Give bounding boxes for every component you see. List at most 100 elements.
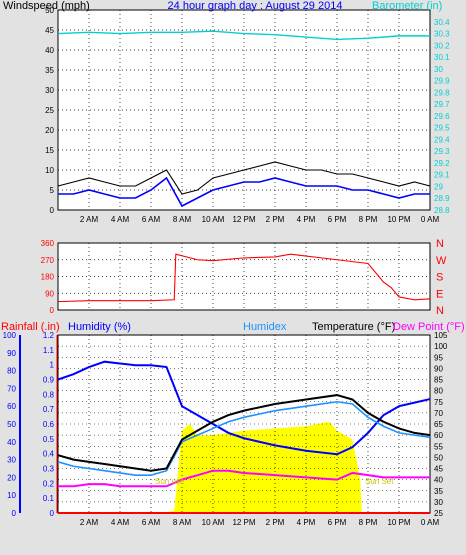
rainfall-tick-label: 0.4 xyxy=(43,450,55,459)
legend-humidex: Humidex xyxy=(243,321,287,333)
temp-x-tick-label: 10 AM xyxy=(202,518,225,527)
direction-tick-label: 0 xyxy=(50,306,55,315)
wind-x-tick-label: 12 PM xyxy=(232,215,255,224)
wind-x-tick-label: 10 PM xyxy=(387,215,410,224)
compass-label: W xyxy=(436,255,447,267)
solar-fill xyxy=(158,421,362,513)
windspeed-tick-label: 0 xyxy=(50,206,55,215)
barometer-tick-label: 29.1 xyxy=(434,171,450,180)
humidity-tick-label: 30 xyxy=(7,456,16,465)
temperature-tick-label: 25 xyxy=(434,509,443,518)
temperature-tick-label: 70 xyxy=(434,409,443,418)
temp-series xyxy=(57,360,431,514)
rainfall-tick-label: 0.7 xyxy=(43,405,55,414)
temp-x-tick-label: 4 PM xyxy=(297,518,316,527)
windspeed-tick-label: 5 xyxy=(50,186,55,195)
sunrise-label: Sun rise xyxy=(155,477,185,486)
compass-label: E xyxy=(436,288,443,300)
barometer-tick-label: 29.9 xyxy=(434,77,450,86)
sunset-label: Sun Set xyxy=(365,477,394,486)
wind-series xyxy=(57,30,431,208)
temperature-tick-label: 80 xyxy=(434,387,443,396)
temp-x-axis: 2 AM 4 AM 6 AM 8 AM 10 AM 12 PM 2 PM 4 PM 6 PM 8 … xyxy=(80,518,440,527)
windspeed-tick-label: 50 xyxy=(45,6,54,15)
wind-gust-line xyxy=(57,161,431,195)
rainfall-tick-label: 1.2 xyxy=(43,331,55,340)
barometer-tick-label: 28.8 xyxy=(434,206,450,215)
humidity-line xyxy=(57,360,431,456)
temp-x-tick-label: 6 PM xyxy=(328,518,347,527)
temperature-tick-label: 65 xyxy=(434,420,443,429)
direction-axis: 0 90 180 270 360 xyxy=(41,239,55,315)
barometer-tick-label: 29.7 xyxy=(434,100,450,109)
wind-x-tick-label: 8 PM xyxy=(359,215,378,224)
wind-x-tick-label: 6 AM xyxy=(142,215,161,224)
windspeed-tick-label: 30 xyxy=(45,86,54,95)
temperature-line xyxy=(57,394,431,472)
temp-x-tick-label: 0 AM xyxy=(421,518,440,527)
wind-x-tick-label: 4 AM xyxy=(111,215,130,224)
barometer-tick-label: 29.8 xyxy=(434,88,450,97)
wind-x-tick-label: 0 AM xyxy=(421,215,440,224)
temperature-tick-label: 60 xyxy=(434,431,443,440)
barometer-tick-label: 29.5 xyxy=(434,124,450,133)
compass-label: S xyxy=(436,272,443,284)
humidity-tick-label: 10 xyxy=(7,491,16,500)
rainfall-tick-label: 0.2 xyxy=(43,479,55,488)
barometer-tick-label: 30.2 xyxy=(434,41,450,50)
barometer-axis-right: 28.8 28.9 29 29.1 29.2 29.3 29.4 29.5 29.6 29.7 29… xyxy=(434,18,450,215)
temperature-tick-label: 30 xyxy=(434,498,443,507)
wind-axis-left: 0 5 10 15 20 25 30 35 40 45 50 xyxy=(45,6,54,215)
barometer-tick-label: 29.2 xyxy=(434,159,450,168)
humidity-tick-label: 40 xyxy=(7,438,16,447)
wind-x-tick-label: 10 AM xyxy=(202,215,225,224)
legend-temperature: Temperature (°F) xyxy=(312,321,395,333)
barometer-tick-label: 30.3 xyxy=(434,30,450,39)
temperature-tick-label: 40 xyxy=(434,476,443,485)
compass-label: N xyxy=(436,305,444,317)
direction-tick-label: 90 xyxy=(45,289,54,298)
temp-x-tick-label: 12 PM xyxy=(232,518,255,527)
temp-x-tick-label: 8 AM xyxy=(173,518,192,527)
barometer-tick-label: 30 xyxy=(434,65,443,74)
temperature-tick-label: 105 xyxy=(434,331,448,340)
rainfall-tick-label: 1.1 xyxy=(43,346,55,355)
wind-x-tick-label: 4 PM xyxy=(297,215,316,224)
barometer-tick-label: 29 xyxy=(434,182,443,191)
wind-x-tick-label: 2 AM xyxy=(80,215,99,224)
temp-x-tick-label: 4 AM xyxy=(111,518,130,527)
temperature-tick-label: 50 xyxy=(434,453,443,462)
barometer-tick-label: 28.9 xyxy=(434,194,450,203)
barometer-line xyxy=(57,30,430,41)
rainfall-tick-label: 0.6 xyxy=(43,420,55,429)
windspeed-tick-label: 25 xyxy=(45,106,54,115)
barometer-tick-label: 29.6 xyxy=(434,112,450,121)
direction-panel xyxy=(57,242,431,311)
windspeed-tick-label: 15 xyxy=(45,146,54,155)
temp-x-tick-label: 8 PM xyxy=(359,518,378,527)
rainfall-tick-label: 1 xyxy=(50,361,55,370)
temp-x-tick-label: 2 AM xyxy=(80,518,99,527)
humidity-tick-label: 0 xyxy=(12,509,17,518)
barometer-tick-label: 29.4 xyxy=(434,135,450,144)
legend-dewpoint: Dew Point (°F) xyxy=(393,321,465,333)
legend-rainfall: Rainfall (.in) xyxy=(1,321,60,333)
windspeed-tick-label: 35 xyxy=(45,66,54,75)
barometer-tick-label: 30.1 xyxy=(434,53,450,62)
temperature-tick-label: 100 xyxy=(434,342,448,351)
compass-label: N xyxy=(436,238,444,250)
humidity-tick-label: 90 xyxy=(7,349,16,358)
windspeed-tick-label: 20 xyxy=(45,126,54,135)
windspeed-tick-label: 45 xyxy=(45,26,54,35)
wind-direction-line xyxy=(57,253,431,303)
temperature-tick-label: 75 xyxy=(434,398,443,407)
temp-axes: 2530354045505560657075808590951001050102… xyxy=(3,331,448,518)
humidity-tick-label: 100 xyxy=(3,331,17,340)
barometer-tick-label: 30.4 xyxy=(434,18,450,27)
wind-x-axis: 2 AM 4 AM 6 AM 8 AM 10 AM 12 PM 2 PM 4 PM 6 PM 8 … xyxy=(80,215,440,224)
temperature-tick-label: 95 xyxy=(434,353,443,362)
humidity-tick-label: 70 xyxy=(7,384,16,393)
wind-x-tick-label: 2 PM xyxy=(266,215,285,224)
wind-x-tick-label: 6 PM xyxy=(328,215,347,224)
